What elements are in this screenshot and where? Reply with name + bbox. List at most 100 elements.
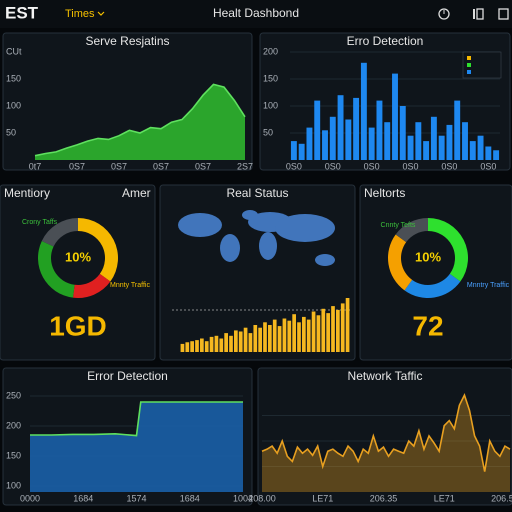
bar	[477, 135, 484, 160]
x-tick-label: 0S0	[480, 161, 496, 171]
bar	[326, 313, 330, 352]
y-tick-label: CUt	[6, 46, 22, 56]
bar	[214, 335, 219, 352]
bar	[322, 130, 328, 160]
area-fill	[262, 395, 510, 492]
continent	[242, 210, 258, 220]
panel	[159, 184, 356, 361]
bar	[392, 73, 398, 160]
x-tick-label: 206.35	[370, 493, 398, 503]
bar	[462, 122, 468, 160]
bar	[180, 343, 185, 352]
panel-title: Network Taffic	[348, 369, 423, 383]
legend-swatch	[467, 63, 471, 67]
bar	[407, 135, 414, 160]
continent	[315, 254, 335, 266]
bar	[290, 141, 297, 160]
header-bar	[0, 0, 512, 28]
bar	[277, 326, 282, 352]
continent	[259, 232, 277, 260]
bar	[248, 333, 253, 352]
panel-title: Serve Resjatins	[85, 34, 169, 48]
annotation: Crony Taffs	[22, 219, 58, 226]
menu-icon[interactable]	[473, 9, 475, 19]
donut-segment	[72, 273, 111, 298]
x-tick-label: 0S0	[286, 161, 302, 171]
bar	[306, 127, 313, 160]
bar	[311, 311, 316, 352]
bar	[493, 150, 500, 160]
donut-segment	[41, 218, 78, 247]
bar	[272, 319, 277, 352]
world-map	[172, 210, 350, 311]
donut-segment	[388, 234, 413, 291]
legend-swatch	[467, 56, 471, 60]
bar	[321, 308, 326, 352]
bar	[224, 333, 228, 352]
header-title: Healt Dashbond	[213, 6, 299, 20]
bar	[469, 141, 476, 160]
x-tick-label: LE71	[312, 493, 333, 503]
bar	[306, 319, 311, 352]
bar	[345, 298, 350, 352]
y-tick-label: 100	[263, 100, 278, 110]
menu-caret[interactable]	[97, 11, 105, 16]
panel	[0, 184, 156, 361]
bar	[263, 322, 267, 352]
panel-title: Error Detection	[87, 369, 168, 383]
continent	[178, 213, 222, 237]
bar	[340, 303, 345, 352]
line	[261, 393, 511, 472]
bar	[314, 100, 321, 160]
clock-icon[interactable]	[438, 8, 450, 20]
bar	[243, 327, 248, 352]
x-tick-label: 0S0	[325, 161, 341, 171]
legend-swatch	[467, 70, 471, 74]
x-tick-label: 0S7	[195, 161, 211, 171]
area-fill	[30, 402, 243, 492]
bar	[204, 341, 209, 352]
x-tick-label: 0S0	[441, 161, 457, 171]
x-tick-label: 0S7	[111, 161, 127, 171]
annotation: Mnntry Traffic	[467, 282, 510, 289]
y-tick-label: 200	[263, 46, 278, 56]
settings-icon[interactable]	[498, 8, 509, 20]
legend-box	[462, 51, 502, 79]
x-tick-label: 0t7	[29, 161, 42, 171]
y-tick-label: 250	[6, 390, 21, 400]
panel-title: Real Status	[226, 186, 288, 200]
bar	[302, 316, 306, 352]
panel	[359, 184, 512, 361]
x-tick-label: 0S7	[153, 161, 169, 171]
x-tick-label: 208.00	[248, 493, 276, 503]
center-text: 10%	[65, 249, 91, 264]
big-value: 1GD	[49, 310, 107, 341]
bar	[292, 314, 296, 352]
donut-segment	[395, 218, 428, 243]
bar	[229, 335, 233, 352]
bar	[446, 124, 453, 160]
bar	[200, 338, 204, 352]
grid-icon[interactable]	[476, 8, 484, 20]
y-tick-label: 200	[6, 420, 21, 430]
panel	[257, 367, 512, 506]
menu[interactable]: Times	[65, 8, 95, 20]
y-tick-label: 150	[263, 73, 278, 83]
x-tick-label: 1684	[180, 493, 200, 503]
x-tick-label: 1684	[73, 493, 93, 503]
bar	[345, 119, 352, 160]
donut-segment	[38, 240, 75, 298]
y-tick-label: 50	[263, 127, 273, 137]
bar	[190, 341, 194, 352]
continent	[275, 214, 335, 242]
bar	[258, 327, 262, 352]
bar	[454, 100, 461, 160]
bar	[234, 330, 238, 352]
bar	[384, 122, 391, 160]
donut-segment	[78, 218, 118, 282]
line	[34, 83, 246, 157]
donut-segment	[428, 218, 468, 282]
y-tick-label: 150	[6, 450, 21, 460]
panel-title: Mentiory	[4, 186, 50, 200]
